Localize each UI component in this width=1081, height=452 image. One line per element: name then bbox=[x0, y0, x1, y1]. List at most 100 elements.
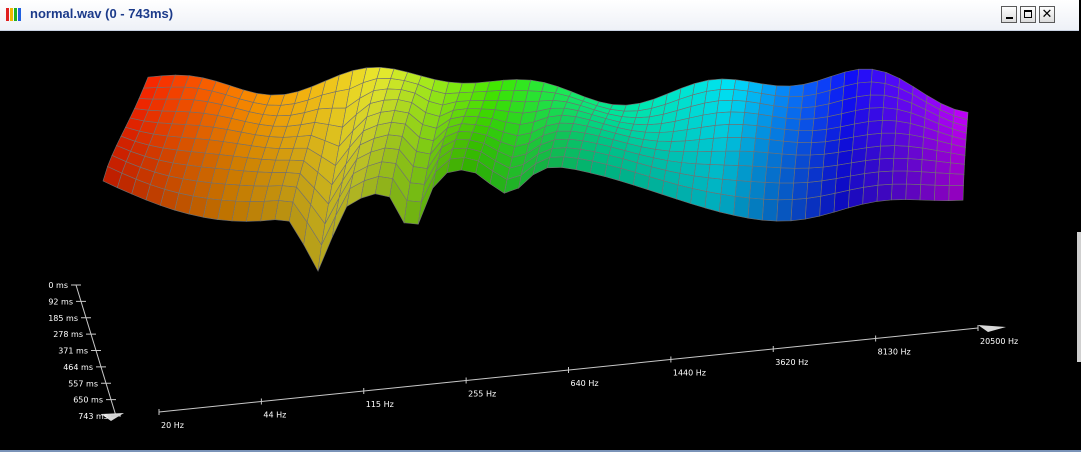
surface-mesh-cell bbox=[655, 140, 672, 152]
surface-mesh-cell bbox=[738, 150, 755, 167]
frequency-tick-label: 640 Hz bbox=[571, 379, 599, 388]
surface-mesh-cell bbox=[819, 192, 836, 217]
time-axis-ticks: 0 ms 92 ms 185 ms 278 ms 371 ms 464 ms 557 ms 6… bbox=[48, 281, 121, 421]
minimize-button[interactable] bbox=[1001, 6, 1017, 23]
surface-mesh-cell bbox=[541, 82, 559, 94]
icon-bar bbox=[14, 8, 17, 21]
surface-mesh-cell bbox=[643, 131, 660, 142]
surface-mesh-cell bbox=[905, 183, 922, 201]
surface-mesh-cell bbox=[693, 163, 711, 179]
maximize-button[interactable] bbox=[1020, 6, 1036, 23]
surface-mesh-cell bbox=[781, 140, 798, 156]
surface-mesh-cell bbox=[767, 139, 784, 155]
axes bbox=[75, 284, 1006, 421]
frequency-tick-label: 3620 Hz bbox=[775, 358, 808, 367]
surface-mesh-cell bbox=[894, 132, 910, 147]
surface-mesh-cell bbox=[820, 178, 837, 197]
surface-mesh-cell bbox=[697, 137, 714, 153]
surface-mesh-cell bbox=[749, 181, 766, 200]
spectrum-3d-view[interactable]: 20 Hz 44 Hz 115 Hz 255 Hz 640 Hz 1440 Hz 3620 … bbox=[3, 31, 1076, 448]
surface-mesh-cell bbox=[776, 199, 793, 222]
time-tick-label: 650 ms bbox=[73, 396, 103, 405]
surface-mesh-cell bbox=[906, 170, 922, 185]
surface-mesh-cell bbox=[933, 184, 950, 202]
surface-mesh-cell bbox=[799, 106, 816, 120]
close-button[interactable]: ✕ bbox=[1039, 6, 1055, 23]
surface-mesh-cell bbox=[730, 99, 747, 113]
time-tick-label: 92 ms bbox=[48, 297, 73, 306]
surface-mesh-cell bbox=[769, 127, 786, 142]
surface-mesh-cell bbox=[783, 129, 800, 143]
surface-mesh-cell bbox=[725, 136, 742, 152]
surface-mesh-cell bbox=[787, 95, 804, 109]
surface-mesh-cell bbox=[722, 164, 739, 181]
surface-mesh-cell bbox=[785, 107, 802, 120]
surface-mesh-cell bbox=[708, 164, 725, 180]
surface-mesh-cell bbox=[773, 95, 790, 108]
surface-mesh-cell bbox=[822, 151, 839, 168]
surface-mesh-cell bbox=[811, 128, 828, 144]
surface-mesh-cell bbox=[713, 123, 730, 139]
surface-mesh-cell bbox=[921, 159, 937, 174]
maximize-icon bbox=[1024, 10, 1032, 18]
surface-mesh-cell bbox=[681, 151, 699, 165]
time-tick-label: 371 ms bbox=[58, 347, 88, 356]
time-tick-label: 464 ms bbox=[63, 363, 93, 372]
surface-mesh-cell bbox=[752, 151, 769, 168]
time-axis-arrow-icon bbox=[101, 413, 124, 421]
surface-mesh-cell bbox=[804, 195, 822, 220]
surface-mesh-cell bbox=[866, 132, 882, 149]
icon-bar bbox=[18, 8, 21, 21]
surface-mesh-cell bbox=[779, 167, 796, 184]
surface-mesh-cell bbox=[892, 157, 909, 172]
surface-mesh-cell bbox=[561, 156, 579, 171]
surface-mesh-cell bbox=[755, 125, 772, 140]
surface-mesh-cell bbox=[764, 166, 782, 184]
surface-mesh-cell bbox=[734, 180, 752, 199]
frequency-tick-label: 1440 Hz bbox=[673, 369, 706, 378]
surface-mesh-cell bbox=[657, 131, 674, 142]
surface-mesh-cell bbox=[714, 111, 732, 126]
surface-mesh-cell bbox=[742, 111, 759, 126]
surface-mesh-cell bbox=[763, 182, 780, 201]
surface-mesh-cell bbox=[527, 79, 545, 92]
surface-mesh-cell bbox=[809, 141, 826, 156]
surface-mesh-cell bbox=[716, 99, 733, 114]
surface-mesh-cell bbox=[850, 160, 866, 177]
surface-mesh-cell bbox=[920, 171, 936, 186]
surface-mesh-cell bbox=[863, 171, 880, 188]
surface-mesh-cell bbox=[750, 165, 767, 183]
surface-mesh-cell bbox=[732, 89, 749, 102]
frequency-tick-label: 20500 Hz bbox=[980, 337, 1018, 346]
surface-mesh-cell bbox=[847, 186, 864, 209]
surface-mesh-cell bbox=[667, 150, 685, 163]
surface-mesh-cell bbox=[753, 137, 770, 154]
surface-mesh-cell bbox=[856, 81, 872, 98]
time-tick-label: 278 ms bbox=[53, 330, 83, 339]
surface-mesh-cell bbox=[868, 107, 884, 122]
surface-mesh bbox=[102, 66, 969, 273]
surface-mesh-cell bbox=[733, 195, 750, 219]
surface-mesh-cell bbox=[797, 130, 814, 144]
title-bar[interactable]: normal.wav (0 - 743ms) ✕ bbox=[0, 0, 1079, 31]
surface-mesh-cell bbox=[718, 89, 735, 102]
surface-mesh-cell bbox=[446, 157, 465, 174]
surface-mesh-cell bbox=[695, 150, 713, 165]
window-title: normal.wav (0 - 743ms) bbox=[30, 6, 174, 21]
surface-mesh-cell bbox=[795, 142, 812, 156]
surface-mesh-cell bbox=[772, 105, 788, 119]
frequency-tick-label: 255 Hz bbox=[468, 390, 496, 399]
surface-mesh-cell bbox=[880, 132, 896, 147]
surface-mesh-cell bbox=[857, 68, 873, 84]
surface-mesh-cell bbox=[784, 117, 801, 131]
surface-mesh-cell bbox=[554, 130, 572, 140]
surface-mesh-cell bbox=[633, 116, 650, 126]
surface-mesh-cell bbox=[546, 156, 565, 169]
time-tick-label: 743 ms bbox=[78, 412, 108, 421]
frequency-axis-ticks: 20 Hz 44 Hz 115 Hz 255 Hz 640 Hz 1440 Hz 3620 … bbox=[158, 325, 1018, 430]
surface-mesh-cell bbox=[948, 173, 965, 186]
surface-mesh-cell bbox=[692, 175, 709, 192]
frequency-tick-label: 20 Hz bbox=[161, 421, 184, 430]
surface-mesh-cell bbox=[934, 172, 951, 186]
